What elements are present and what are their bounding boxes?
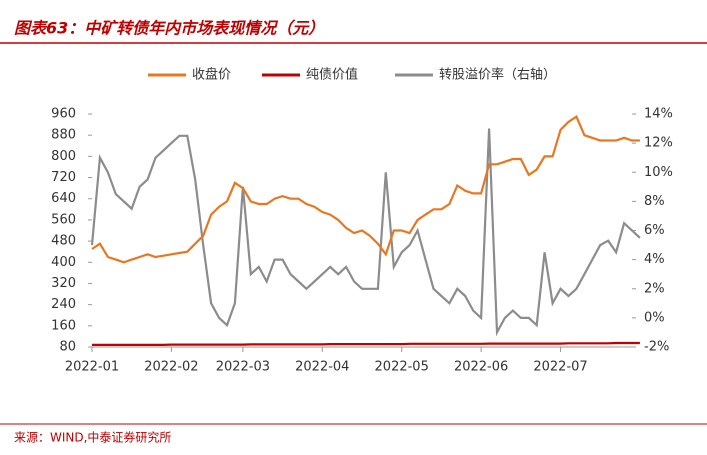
y2-tick-label: 10% [644, 165, 673, 180]
x-tick-label: 2022-05 [375, 360, 429, 375]
y2-tick-label: 8% [644, 194, 665, 209]
chart-title: 图表63：中矿转债年内市场表现情况（元） [14, 19, 324, 38]
y-tick-label: 720 [51, 170, 76, 185]
series-line [92, 341, 640, 346]
y-tick-label: 960 [51, 107, 76, 122]
y-tick-label: 800 [51, 149, 76, 164]
y-tick-label: 480 [51, 234, 76, 249]
series-line [91, 114, 640, 264]
x-tick-label: 2022-07 [533, 360, 587, 375]
x-tick-label: 2022-01 [65, 360, 119, 375]
y-tick-label: 880 [51, 128, 76, 143]
y2-tick-label: 6% [644, 223, 665, 238]
y2-tick-label: 2% [644, 281, 665, 296]
source: 来源：WIND,中泰证券研究所 [14, 430, 171, 445]
y-tick-label: 560 [51, 212, 76, 227]
y2-tick-label: 0% [644, 310, 665, 325]
y2-tick-label: 14% [644, 107, 673, 122]
x-tick-label: 2022-03 [216, 360, 270, 375]
y-tick-label: 160 [51, 318, 76, 333]
y-tick-label: 80 [59, 340, 76, 355]
x-tick-label: 2022-06 [454, 360, 508, 375]
series-line [90, 128, 641, 337]
y-tick-label: 320 [51, 276, 76, 291]
x-tick-label: 2022-04 [295, 360, 349, 375]
y-tick-label: 400 [51, 255, 76, 270]
legend-label: 纯债价值 [306, 67, 358, 83]
y2-tick-label: -2% [644, 340, 669, 355]
legend-label: 转股溢价率（右轴） [439, 67, 556, 83]
y-tick-label: 240 [51, 297, 76, 312]
y2-tick-label: 4% [644, 252, 665, 267]
y-tick-label: 640 [51, 191, 76, 206]
legend-label: 收盘价 [192, 67, 231, 83]
x-tick-label: 2022-02 [144, 360, 198, 375]
y2-tick-label: 12% [644, 136, 673, 151]
